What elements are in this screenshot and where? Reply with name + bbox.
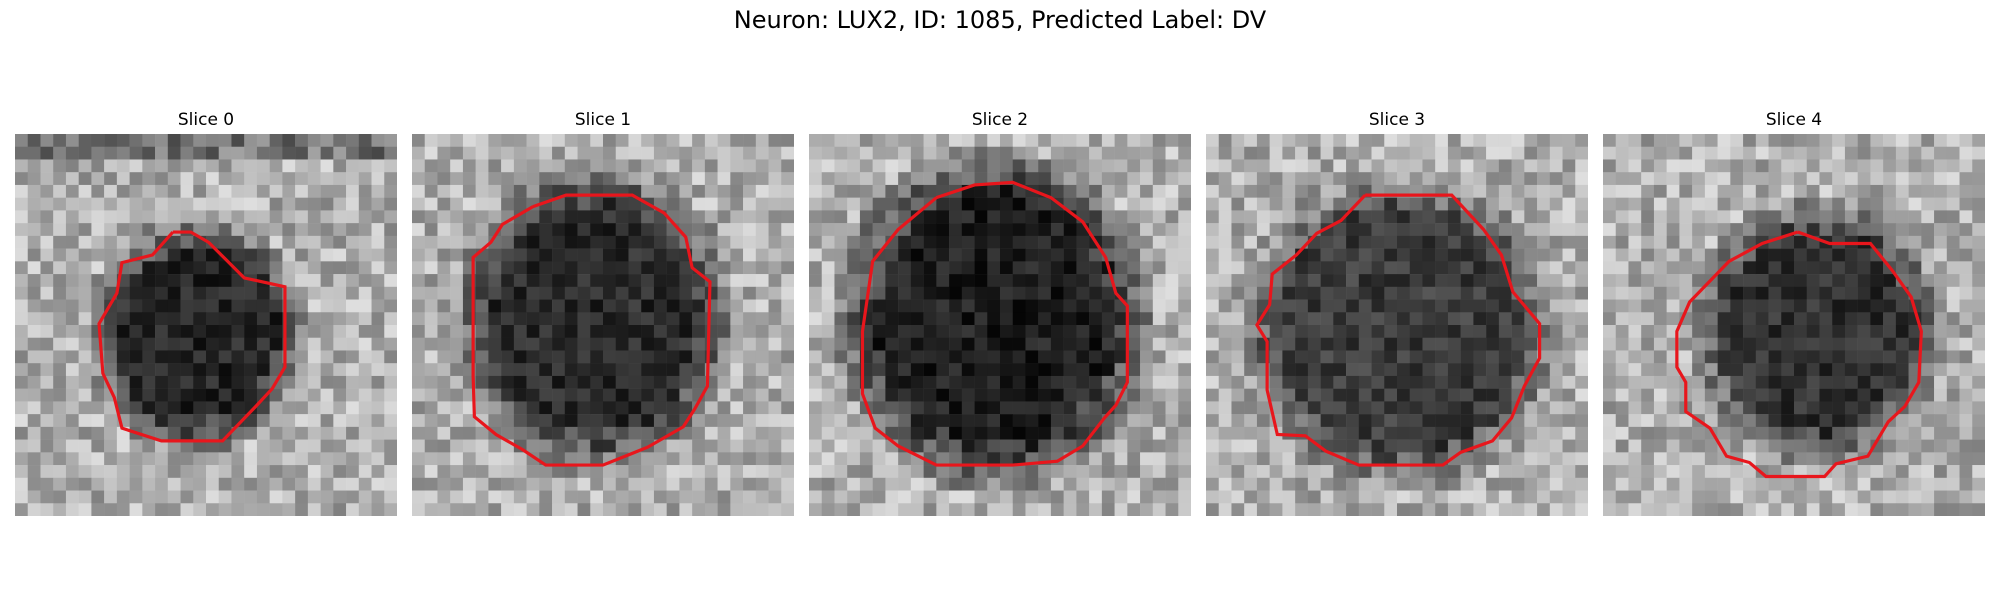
slice-pixels-3 (1206, 134, 1588, 516)
cell-contour-3 (1255, 193, 1542, 467)
cell-contour-0 (97, 230, 287, 443)
slice-image-4 (1603, 134, 1985, 516)
slice-image-2 (809, 134, 1191, 516)
cell-contour-2 (860, 180, 1129, 467)
figure-title: Neuron: LUX2, ID: 1085, Predicted Label:… (733, 6, 1267, 34)
slice-title-0: Slice 0 (177, 110, 235, 130)
cell-contour-1 (471, 193, 712, 467)
cell-contour-4 (1675, 230, 1923, 479)
slice-pixels-1 (412, 134, 794, 516)
slice-title-3: Slice 3 (1368, 110, 1426, 130)
slice-pixels-4 (1603, 134, 1985, 516)
slice-image-1 (412, 134, 794, 516)
slice-pixels-2 (809, 134, 1191, 516)
slice-image-3 (1206, 134, 1588, 516)
slice-title-1: Slice 1 (574, 110, 632, 130)
slice-title-4: Slice 4 (1765, 110, 1823, 130)
slice-pixels-0 (15, 134, 397, 516)
slice-image-0 (15, 134, 397, 516)
slice-title-2: Slice 2 (971, 110, 1029, 130)
